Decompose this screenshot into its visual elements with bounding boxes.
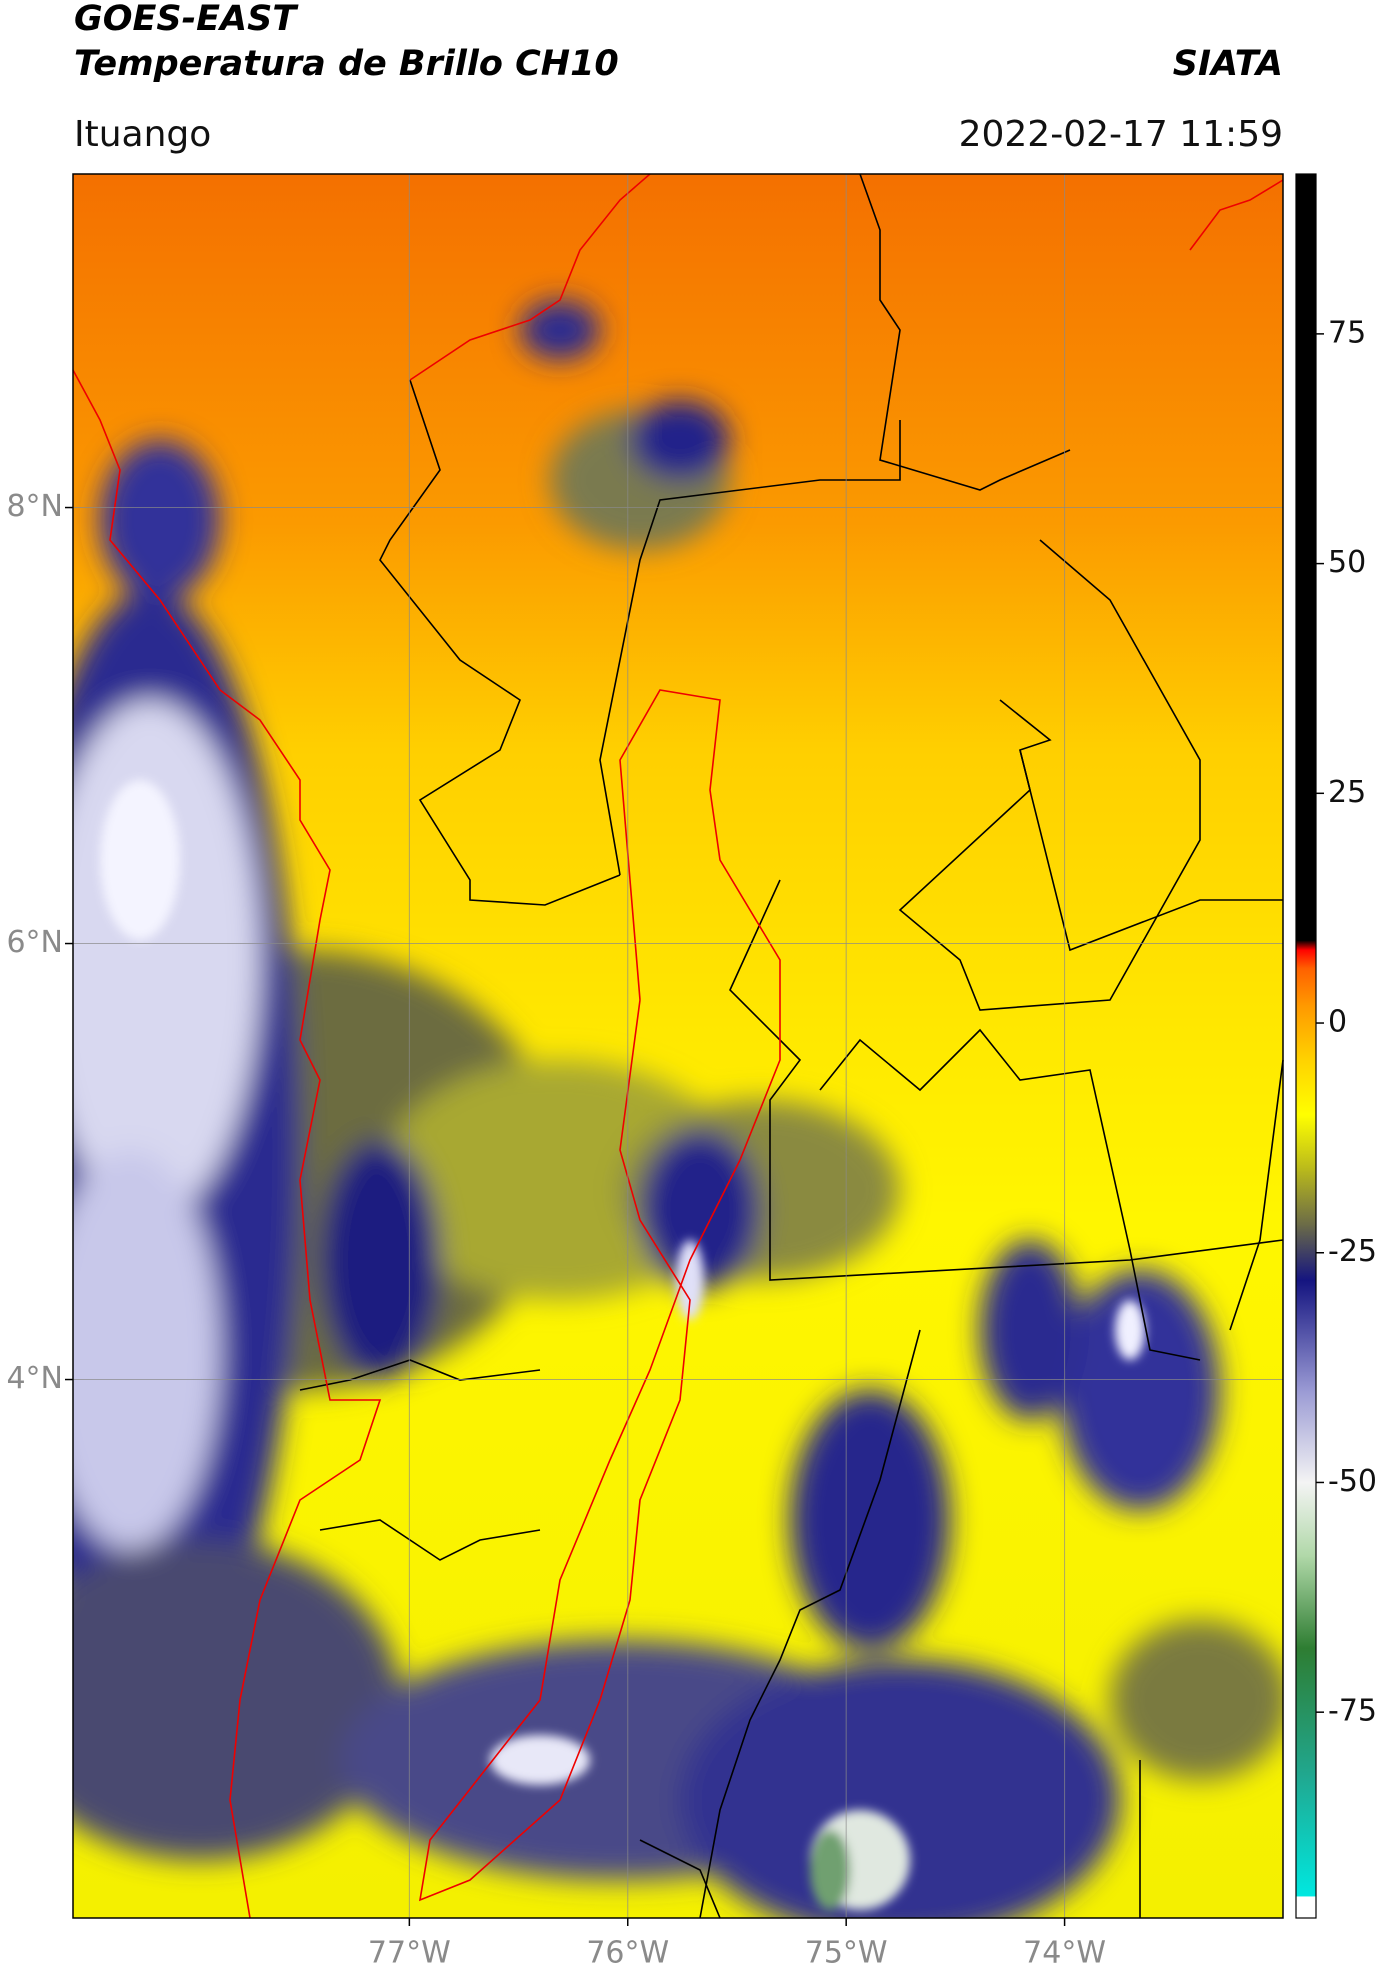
- coast-and-basin: [72, 173, 1284, 1919]
- colorbar-frame: [1295, 173, 1317, 1919]
- x-tick-label: 75°W: [805, 1936, 888, 1971]
- datetime: 2022-02-17 11:59: [959, 114, 1283, 155]
- colorbar-tick-label: 0: [1328, 1005, 1347, 1040]
- map-frame: [72, 173, 1284, 1919]
- colorbar-tick-label: 25: [1328, 775, 1366, 810]
- y-tick-label: 8°N: [6, 489, 63, 524]
- colorbar-segment: [1296, 1776, 1316, 1897]
- colorbar: 75 50 25 0 -25 -50 -75: [1295, 173, 1377, 1919]
- colorbar-segment: [1296, 949, 1316, 969]
- colorbar-segment: [1296, 940, 1316, 951]
- y-tick-label: 6°N: [6, 925, 63, 960]
- colorbar-segment: [1296, 1482, 1316, 1557]
- colorbar-segment: [1296, 1170, 1316, 1226]
- colorbar-segment: [1296, 1225, 1316, 1281]
- y-tick-label: 4°N: [6, 1361, 63, 1396]
- grid: [65, 174, 1283, 1926]
- colorbar-tick-label: 75: [1328, 315, 1366, 350]
- colorbar-tick-label: -75: [1328, 1694, 1377, 1729]
- colorbar-segment: [1296, 174, 1316, 941]
- x-tick-label: 77°W: [368, 1936, 451, 1971]
- colorbar-tick-label: 50: [1328, 545, 1366, 580]
- colorbar-segment: [1296, 1390, 1316, 1483]
- colorbar-segment: [1296, 1555, 1316, 1649]
- location: Ituango: [74, 114, 211, 155]
- colorbar-segment: [1296, 1280, 1316, 1392]
- x-tick-label: 76°W: [586, 1936, 669, 1971]
- title: GOES-EAST: [74, 0, 299, 39]
- satellite-image: [73, 174, 1283, 1918]
- source: SIATA: [1173, 44, 1283, 84]
- x-tick-label: 74°W: [1023, 1936, 1106, 1971]
- admin-boundaries: [299, 173, 1284, 1919]
- colorbar-tick-label: -50: [1328, 1464, 1377, 1499]
- colorbar-segment: [1296, 967, 1316, 1006]
- colorbar-segment: [1296, 1895, 1316, 1919]
- colorbar-tick-label: -25: [1328, 1234, 1377, 1269]
- colorbar-segment: [1296, 1114, 1316, 1171]
- colorbar-segment: [1296, 1059, 1316, 1116]
- subtitle: Temperatura de Brillo CH10: [74, 44, 619, 84]
- colorbar-segment: [1296, 1647, 1316, 1777]
- colorbar-segment: [1296, 1004, 1316, 1061]
